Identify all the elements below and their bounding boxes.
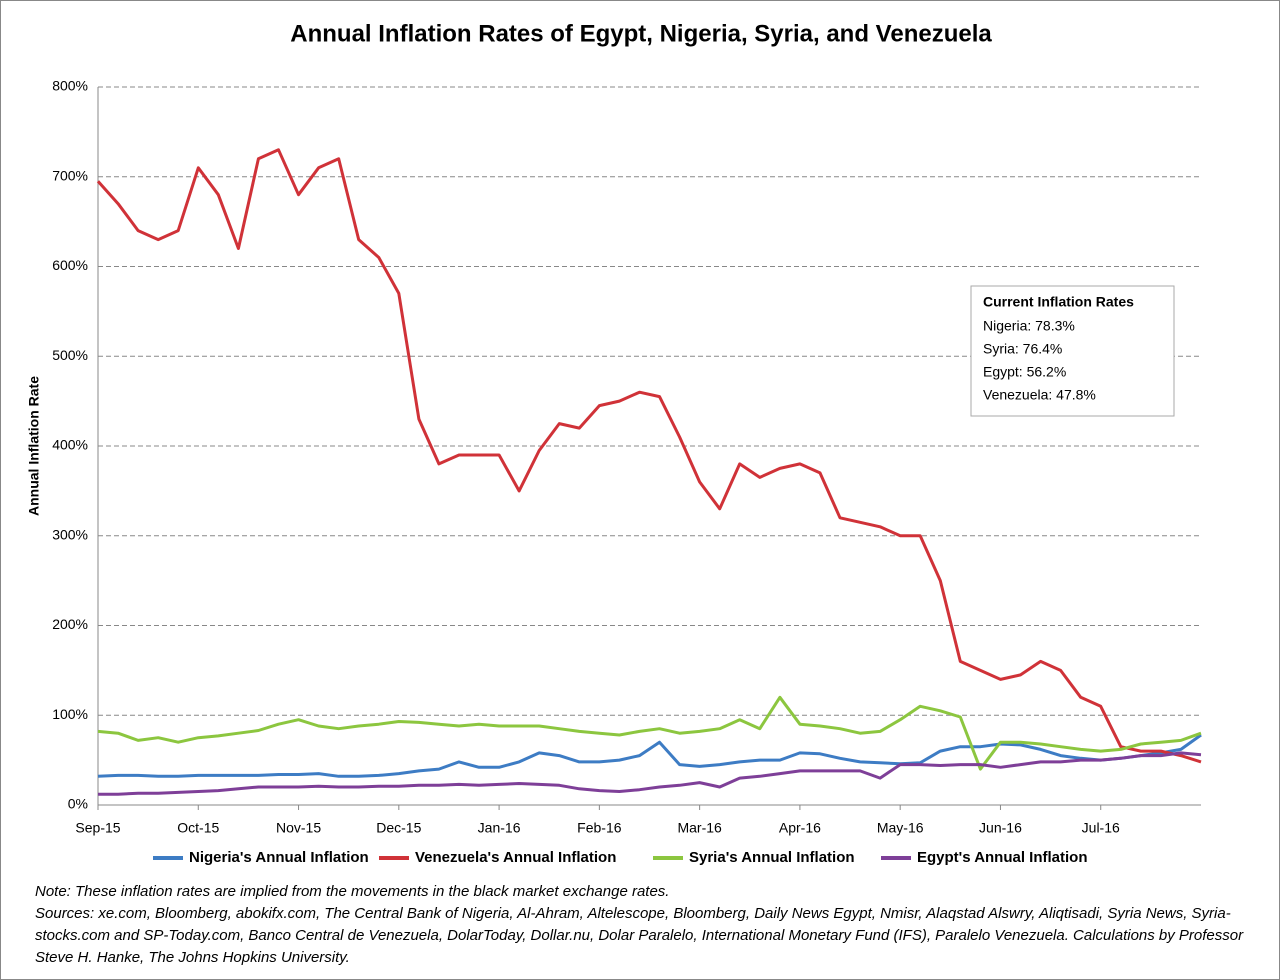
x-tick-label: Dec-15 (376, 820, 421, 836)
y-tick-label: 600% (52, 257, 88, 273)
note: Note: These inflation rates are implied … (35, 883, 670, 900)
y-axis-label: Annual Inflation Rate (26, 376, 42, 516)
y-tick-label: 0% (68, 796, 88, 812)
sources: Sources: xe.com, Bloomberg, abokifx.com,… (35, 905, 1244, 966)
series-line (96, 148, 1202, 764)
x-tick-label: May-16 (877, 820, 924, 836)
annotation-box (970, 285, 1175, 417)
annotation-line: Syria: 76.4% (983, 341, 1062, 357)
x-tick-label: Apr-16 (779, 820, 821, 836)
legend-label: Egypt's Annual Inflation (917, 849, 1088, 866)
x-tick-label: Jun-16 (979, 820, 1022, 836)
y-tick-label: 500% (52, 347, 88, 363)
y-tick-label: 400% (52, 437, 88, 453)
y-tick-label: 300% (52, 526, 88, 542)
y-tick-label: 700% (52, 167, 88, 183)
x-tick-label: Nov-15 (276, 820, 321, 836)
annotation-line: Nigeria: 78.3% (983, 318, 1075, 334)
x-tick-label: Jul-16 (1082, 820, 1120, 836)
x-tick-label: Oct-15 (177, 820, 219, 836)
chart-title: Annual Inflation Rates of Egypt, Nigeria… (290, 20, 992, 47)
series-line (97, 733, 1202, 778)
x-tick-label: Jan-16 (478, 820, 521, 836)
legend-label: Syria's Annual Inflation (689, 849, 855, 866)
chart: Annual Inflation Rates of Egypt, Nigeria… (26, 20, 1202, 866)
x-tick-label: Sep-15 (75, 820, 120, 836)
series-line (97, 695, 1202, 771)
annotation-line: Egypt: 56.2% (983, 364, 1066, 380)
y-tick-label: 200% (52, 616, 88, 632)
legend-label: Nigeria's Annual Inflation (189, 849, 369, 866)
series-line (98, 751, 1202, 796)
x-tick-label: Mar-16 (677, 820, 722, 836)
y-tick-label: 800% (52, 78, 88, 94)
y-tick-label: 100% (52, 706, 88, 722)
legend-label: Venezuela's Annual Inflation (415, 849, 616, 866)
x-tick-label: Feb-16 (577, 820, 622, 836)
annotation-line: Venezuela: 47.8% (983, 387, 1096, 403)
annotation-title: Current Inflation Rates (983, 294, 1134, 310)
